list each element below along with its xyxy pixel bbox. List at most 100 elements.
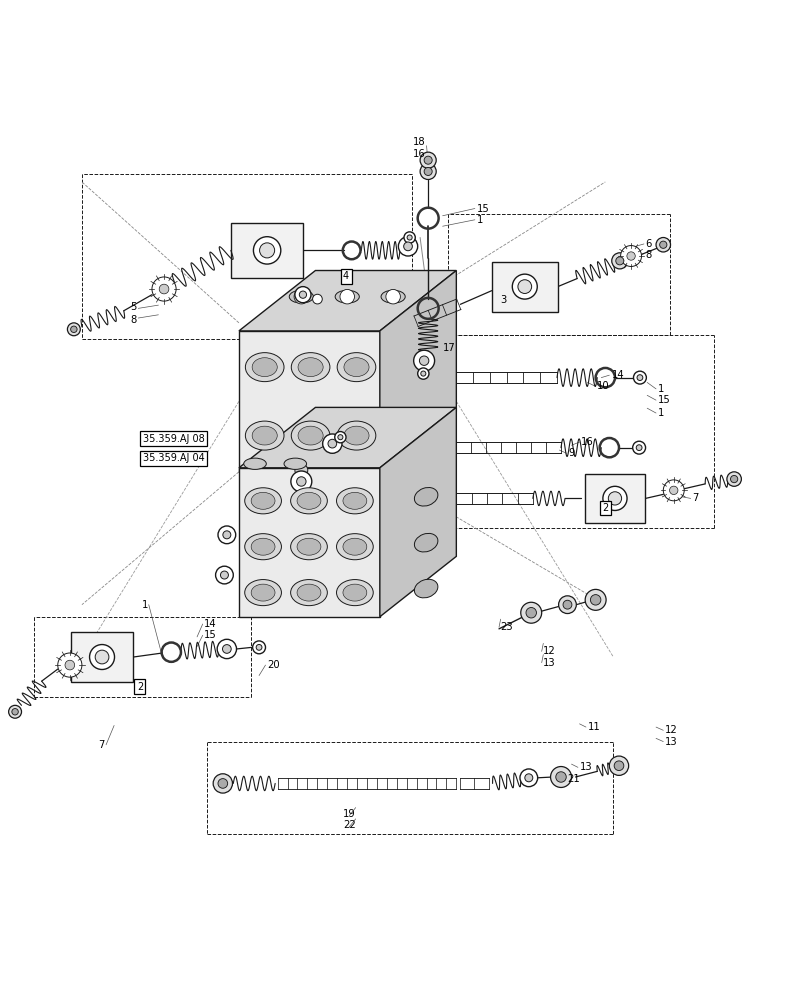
Circle shape [386, 289, 401, 304]
Circle shape [556, 772, 566, 782]
Text: 7: 7 [692, 493, 699, 503]
Ellipse shape [344, 358, 369, 377]
Ellipse shape [245, 534, 281, 560]
Ellipse shape [297, 492, 321, 509]
Text: 2: 2 [137, 682, 143, 692]
Ellipse shape [284, 458, 306, 469]
Ellipse shape [343, 492, 367, 509]
Circle shape [254, 237, 281, 264]
Text: 15: 15 [658, 395, 671, 405]
Circle shape [12, 709, 19, 715]
Text: 14: 14 [204, 619, 217, 629]
Ellipse shape [252, 358, 277, 377]
Text: 18: 18 [413, 137, 426, 147]
Ellipse shape [251, 492, 275, 509]
Ellipse shape [245, 488, 281, 514]
Circle shape [670, 486, 678, 495]
Ellipse shape [244, 458, 267, 469]
Text: 13: 13 [543, 658, 556, 668]
Text: 12: 12 [543, 646, 556, 656]
Circle shape [612, 253, 628, 269]
Circle shape [521, 602, 541, 623]
Text: 7: 7 [98, 740, 104, 750]
Text: 4: 4 [343, 271, 349, 281]
Circle shape [221, 571, 229, 579]
Circle shape [291, 471, 312, 492]
Text: 19: 19 [343, 809, 356, 819]
Circle shape [591, 595, 601, 605]
Circle shape [563, 600, 572, 609]
Text: 23: 23 [501, 622, 513, 632]
Circle shape [550, 767, 571, 787]
Text: 15: 15 [204, 630, 217, 640]
Circle shape [525, 774, 532, 782]
Circle shape [213, 774, 233, 793]
Circle shape [322, 434, 342, 453]
Circle shape [637, 375, 643, 381]
Circle shape [603, 486, 627, 510]
Circle shape [217, 639, 237, 659]
Circle shape [414, 350, 435, 371]
Text: 13: 13 [579, 762, 592, 772]
Text: 17: 17 [443, 343, 456, 353]
Text: 10: 10 [597, 381, 610, 391]
Circle shape [418, 368, 429, 379]
Circle shape [419, 356, 429, 365]
Text: 35.359.AJ 04: 35.359.AJ 04 [143, 453, 204, 463]
Circle shape [656, 237, 671, 252]
Ellipse shape [343, 538, 367, 555]
Ellipse shape [298, 426, 323, 445]
Ellipse shape [291, 488, 327, 514]
Circle shape [616, 257, 624, 265]
Ellipse shape [337, 353, 376, 382]
Circle shape [223, 531, 231, 539]
Text: 3: 3 [501, 295, 507, 305]
Circle shape [404, 242, 412, 251]
Circle shape [633, 371, 646, 384]
Circle shape [295, 464, 308, 477]
Text: 15: 15 [477, 204, 489, 214]
Circle shape [585, 589, 606, 610]
Text: 20: 20 [267, 660, 280, 670]
Text: 14: 14 [612, 370, 625, 380]
Polygon shape [492, 262, 558, 312]
Text: 1: 1 [658, 384, 664, 394]
Ellipse shape [336, 580, 373, 606]
Text: 8: 8 [130, 315, 137, 325]
Text: 11: 11 [587, 722, 600, 732]
Circle shape [297, 477, 306, 486]
Text: 16: 16 [413, 149, 426, 159]
Circle shape [659, 241, 667, 248]
Text: 13: 13 [665, 737, 678, 747]
Circle shape [407, 235, 412, 240]
Circle shape [340, 289, 355, 304]
Ellipse shape [289, 290, 314, 303]
Circle shape [420, 163, 436, 180]
Ellipse shape [336, 488, 373, 514]
Ellipse shape [297, 584, 321, 601]
Circle shape [335, 432, 346, 443]
Text: 1: 1 [658, 408, 664, 418]
Circle shape [256, 644, 262, 650]
Circle shape [636, 445, 642, 451]
Circle shape [663, 480, 684, 501]
Circle shape [512, 274, 537, 299]
Ellipse shape [291, 421, 330, 450]
Circle shape [614, 761, 624, 771]
Ellipse shape [246, 353, 284, 382]
Circle shape [9, 705, 22, 718]
Text: 22: 22 [343, 820, 356, 830]
Circle shape [526, 607, 537, 618]
Ellipse shape [251, 584, 275, 601]
Polygon shape [585, 474, 645, 523]
Text: 8: 8 [646, 250, 652, 260]
Ellipse shape [291, 580, 327, 606]
Ellipse shape [297, 538, 321, 555]
Circle shape [727, 472, 742, 486]
Circle shape [159, 284, 169, 294]
Circle shape [621, 246, 642, 266]
Text: 6: 6 [646, 239, 652, 249]
Circle shape [313, 294, 322, 304]
Circle shape [404, 232, 415, 243]
Polygon shape [239, 271, 457, 331]
